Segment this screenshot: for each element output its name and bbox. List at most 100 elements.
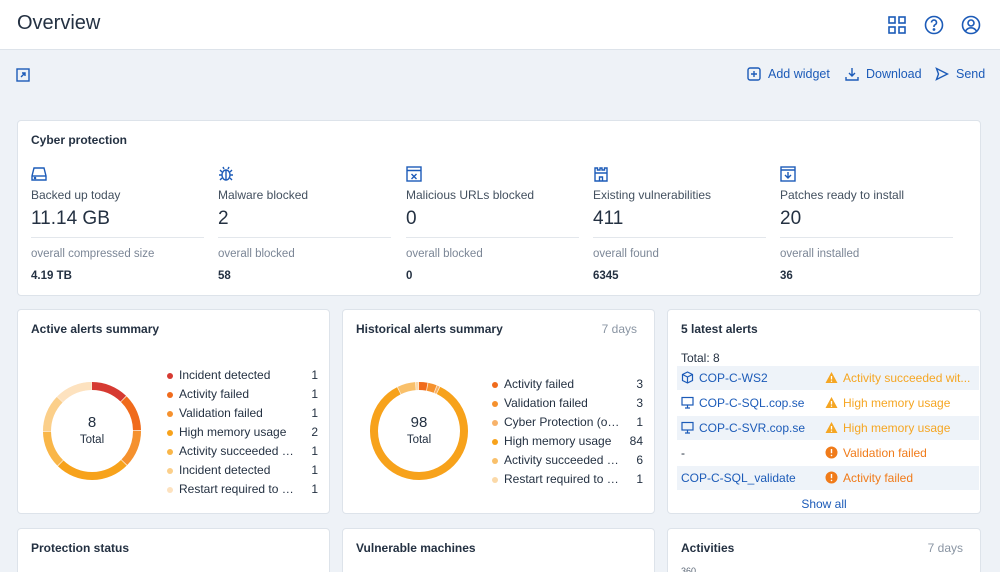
alert-device-name[interactable]: COP-C-SQL.cop.se	[699, 396, 805, 410]
stat-sub-value: 0	[406, 270, 413, 282]
legend-label: Validation failed	[504, 396, 588, 410]
alert-device-name[interactable]: COP-C-SQL_validate	[681, 471, 796, 485]
donut-segment[interactable]	[370, 386, 468, 480]
legend-dot-icon	[167, 411, 173, 417]
cyber-protection-widget: Cyber protection Backed up today 11.14 G…	[17, 120, 981, 296]
expand-icon[interactable]	[16, 68, 30, 82]
alert-row[interactable]: COP-C-SQL_validate Activity failed	[677, 466, 979, 490]
donut-segment[interactable]	[418, 382, 428, 391]
grid-icon[interactable]	[887, 15, 907, 35]
donut-segment[interactable]	[57, 382, 92, 403]
warning-icon	[825, 421, 838, 434]
legend-item[interactable]: Activity succeeded wit... 1	[167, 442, 318, 461]
legend-count: 1	[636, 472, 643, 486]
legend-count: 1	[311, 482, 318, 496]
alert-status: Validation failed	[843, 446, 927, 460]
activities-widget: Activities 7 days 360	[667, 528, 981, 572]
axis-tick-label: 360	[681, 566, 697, 572]
legend-label: High memory usage	[504, 434, 612, 448]
legend-item[interactable]: Validation failed 1	[167, 404, 318, 423]
stat-label: Existing vulnerabilities	[593, 188, 712, 202]
donut-segment[interactable]	[426, 382, 437, 393]
legend-item[interactable]: Incident detected 1	[167, 366, 318, 385]
alert-device-name[interactable]: COP-C-WS2	[699, 371, 768, 385]
legend-count: 1	[311, 463, 318, 477]
donut-total-label: Total	[406, 434, 432, 446]
warning-icon	[825, 396, 838, 409]
error-icon	[825, 471, 838, 484]
legend-label: Incident detected	[179, 368, 271, 382]
donut-segment[interactable]	[43, 396, 63, 432]
legend-dot-icon	[492, 401, 498, 407]
stat-label: Malware blocked	[218, 188, 309, 202]
account-icon[interactable]	[961, 15, 981, 35]
stat-backed-up: Backed up today 11.14 GB overall compres…	[31, 166, 204, 282]
alerts-total-text: Total: 8	[681, 351, 720, 365]
send-button[interactable]: Send	[935, 67, 985, 81]
plus-square-icon	[747, 67, 761, 81]
donut-segment[interactable]	[120, 396, 141, 431]
legend-count: 3	[636, 377, 643, 391]
error-icon	[825, 446, 838, 459]
donut-segment[interactable]	[434, 385, 440, 394]
legend-item[interactable]: Activity succeeded wi... 6	[492, 451, 643, 470]
legend-item[interactable]: Cyber Protection (or ... 1	[492, 413, 643, 432]
alert-device-name[interactable]: COP-C-SVR.cop.se	[699, 421, 806, 435]
top-header: Overview	[0, 0, 1000, 50]
donut-total: 8	[87, 414, 97, 431]
donut-segment[interactable]	[57, 459, 127, 480]
legend-label: Restart required to co...	[179, 482, 297, 496]
donut-total: 98	[410, 414, 428, 431]
stat-sub-value: 6345	[593, 270, 619, 282]
send-label: Send	[956, 67, 986, 81]
legend-count: 3	[636, 396, 643, 410]
alert-row[interactable]: COP-C-WS2 Activity succeeded wit...	[677, 366, 979, 390]
legend-label: Validation failed	[179, 406, 263, 420]
castle-icon	[593, 166, 609, 182]
help-icon[interactable]	[924, 15, 944, 35]
legend-count: 1	[311, 387, 318, 401]
legend-item[interactable]: Restart required to c... 1	[492, 470, 643, 489]
alert-status: Activity succeeded wit...	[843, 371, 971, 385]
stat-patches: Patches ready to install 20 overall inst…	[780, 166, 953, 282]
legend-dot-icon	[167, 392, 173, 398]
stat-value: 20	[780, 208, 953, 238]
show-all-link[interactable]: Show all	[801, 497, 847, 511]
legend-item[interactable]: Validation failed 3	[492, 394, 643, 413]
alert-row[interactable]: - Validation failed	[677, 441, 979, 465]
legend-item[interactable]: Activity failed 3	[492, 375, 643, 394]
patch-icon	[780, 166, 796, 182]
donut-segment[interactable]	[91, 382, 127, 402]
legend-item[interactable]: High memory usage 84	[492, 432, 643, 451]
monitor-icon	[681, 396, 694, 409]
legend-count: 6	[636, 453, 643, 467]
add-widget-button[interactable]: Add widget	[747, 67, 830, 81]
legend-item[interactable]: Activity failed 1	[167, 385, 318, 404]
legend-item[interactable]: High memory usage 2	[167, 423, 318, 442]
card-title: Protection status	[31, 541, 130, 555]
card-title: Cyber protection	[31, 133, 128, 147]
historical-alerts-legend: Activity failed 3 Validation failed 3 Cyber …	[492, 375, 643, 489]
stat-value: 411	[593, 208, 766, 238]
warning-icon	[825, 371, 838, 384]
stat-sub-label: overall installed	[780, 248, 860, 260]
stat-label: Malicious URLs blocked	[406, 188, 535, 202]
alert-row[interactable]: COP-C-SVR.cop.se High memory usage	[677, 416, 979, 440]
legend-item[interactable]: Incident detected 1	[167, 461, 318, 480]
active-alerts-legend: Incident detected 1 Activity failed 1 Valida…	[167, 366, 318, 499]
stat-label: Backed up today	[31, 188, 121, 202]
page-title: Overview	[17, 12, 101, 34]
legend-dot-icon	[492, 382, 498, 388]
donut-segment[interactable]	[397, 382, 416, 395]
send-icon	[935, 67, 949, 81]
card-title: Historical alerts summary	[356, 322, 503, 336]
legend-item[interactable]: Restart required to co... 1	[167, 480, 318, 499]
historical-alerts-donut	[370, 382, 468, 480]
alert-row[interactable]: COP-C-SQL.cop.se High memory usage	[677, 391, 979, 415]
add-widget-label: Add widget	[768, 67, 830, 81]
download-button[interactable]: Download	[845, 67, 922, 81]
donut-segment[interactable]	[121, 430, 141, 466]
legend-label: Activity failed	[179, 387, 250, 401]
stat-value: 2	[218, 208, 391, 238]
donut-segment[interactable]	[43, 431, 64, 466]
